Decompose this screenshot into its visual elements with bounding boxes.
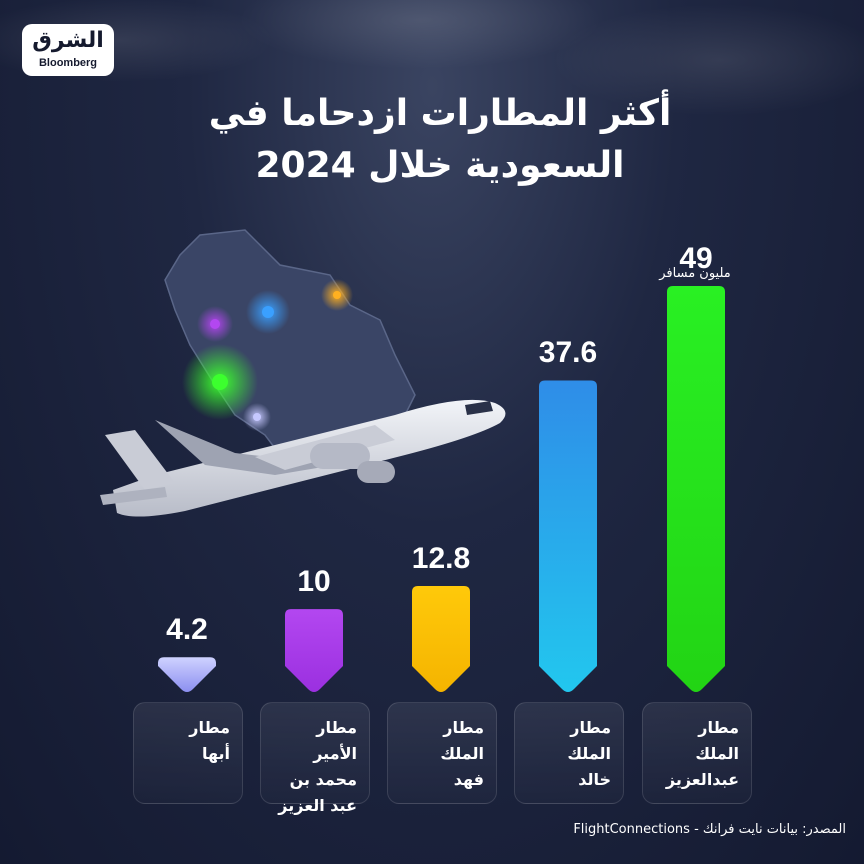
value-label-3: 12.8 bbox=[411, 541, 471, 575]
source-note: المصدر: بيانات نايت فرانك - FlightConnec… bbox=[573, 822, 846, 837]
value-label-5: 49 bbox=[679, 242, 713, 275]
category-label-1: مطار أبها bbox=[189, 718, 230, 763]
chart-title: أكثر المطارات ازدحاما في السعودية خلال 2… bbox=[208, 93, 672, 186]
bar-1 bbox=[158, 657, 216, 692]
value-label-2: 10 bbox=[297, 565, 331, 599]
category-box-3: مطار الملك فهد bbox=[387, 702, 497, 804]
category-label-5: مطار الملك عبدالعزيز bbox=[665, 718, 739, 789]
brand-logo: الشرق Bloomberg bbox=[22, 24, 114, 76]
category-label-2: مطار الأمير محمد بن عبد العزيز bbox=[278, 718, 357, 815]
brand-logo-arabic: الشرق bbox=[32, 28, 104, 53]
bar-4 bbox=[539, 380, 597, 692]
category-box-2: مطار الأمير محمد بن عبد العزيز bbox=[260, 702, 370, 815]
category-label-3: مطار الملك فهد bbox=[440, 718, 484, 789]
value-label-1: 4.2 bbox=[166, 613, 208, 647]
map-plane-illustration bbox=[100, 229, 506, 517]
unit-label: مليون مسافر bbox=[659, 266, 731, 281]
sky-background bbox=[0, 0, 864, 260]
airplane bbox=[100, 399, 506, 517]
category-box-4: مطار الملك خالد bbox=[514, 702, 624, 804]
category-box-1: مطار أبها bbox=[133, 702, 243, 804]
brand-logo-english: Bloomberg bbox=[38, 57, 98, 69]
category-box-5: مطار الملك عبدالعزيز bbox=[642, 702, 752, 804]
bar-2 bbox=[285, 609, 343, 692]
bar-3 bbox=[412, 585, 470, 692]
bar-5 bbox=[667, 286, 725, 692]
value-label-4: 37.6 bbox=[538, 336, 598, 370]
category-label-4: مطار الملك خالد bbox=[567, 718, 611, 789]
